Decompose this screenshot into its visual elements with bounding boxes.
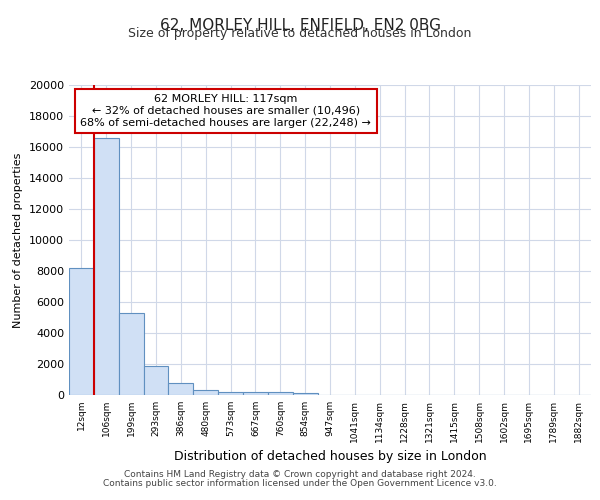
Bar	[119, 313, 143, 395]
Text: Contains public sector information licensed under the Open Government Licence v3: Contains public sector information licen…	[103, 478, 497, 488]
Bar	[268, 392, 293, 395]
Text: 62 MORLEY HILL: 117sqm
← 32% of detached houses are smaller (10,496)
68% of semi: 62 MORLEY HILL: 117sqm ← 32% of detached…	[80, 94, 371, 128]
Bar	[169, 384, 193, 395]
Bar	[69, 268, 94, 395]
Bar	[243, 392, 268, 395]
Text: Size of property relative to detached houses in London: Size of property relative to detached ho…	[128, 28, 472, 40]
Bar	[293, 392, 317, 395]
Bar	[143, 366, 169, 395]
Bar	[218, 392, 243, 395]
X-axis label: Distribution of detached houses by size in London: Distribution of detached houses by size …	[173, 450, 487, 464]
Y-axis label: Number of detached properties: Number of detached properties	[13, 152, 23, 328]
Text: Contains HM Land Registry data © Crown copyright and database right 2024.: Contains HM Land Registry data © Crown c…	[124, 470, 476, 479]
Bar	[94, 138, 119, 395]
Text: 62, MORLEY HILL, ENFIELD, EN2 0BG: 62, MORLEY HILL, ENFIELD, EN2 0BG	[160, 18, 440, 32]
Bar	[193, 390, 218, 395]
